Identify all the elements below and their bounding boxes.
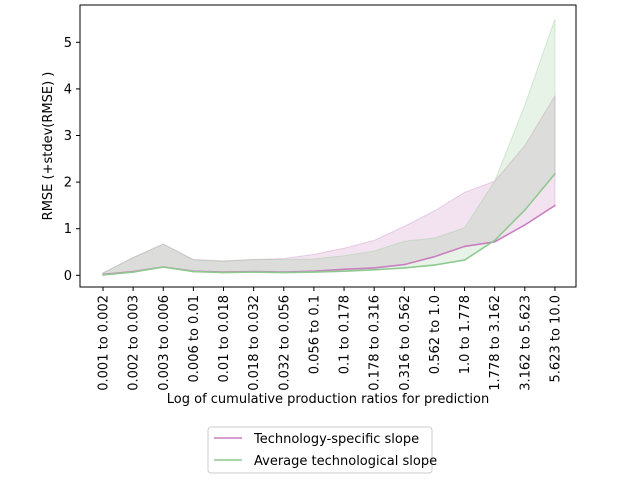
x-tick-label: 3.162 to 5.623	[518, 295, 533, 391]
data-point	[554, 204, 556, 207]
stdev-band-1	[102, 18, 556, 276]
data-point	[313, 271, 315, 273]
x-tick-label: 0.002 to 0.003	[127, 295, 142, 391]
data-point	[373, 269, 376, 271]
x-tick-label: 0.1 to 0.178	[338, 295, 353, 374]
data-point	[524, 224, 526, 226]
data-point	[102, 274, 104, 276]
x-tick-label: 0.006 to 0.01	[187, 295, 202, 382]
plot-area	[79, 4, 577, 288]
data-point	[283, 271, 285, 274]
y-tick-label: 4	[64, 82, 72, 97]
y-tick-label: 3	[64, 129, 72, 144]
x-axis: 0.001 to 0.002 0.002 to 0.003 0.003 to 0.0…	[97, 287, 563, 391]
data-point	[343, 270, 345, 273]
x-axis-label: Log of cumulative production ratios for …	[167, 392, 489, 407]
y-tick-label: 2	[64, 176, 72, 191]
y-axis: 0 1 2 3 4 5	[64, 36, 80, 284]
y-tick-label: 1	[64, 222, 72, 237]
data-point	[222, 271, 225, 274]
x-tick-label: 0.562 to 1.0	[428, 295, 443, 374]
x-tick-label: 0.001 to 0.002	[97, 295, 112, 391]
x-tick-label: 0.056 to 0.1	[307, 295, 322, 374]
data-point	[403, 263, 406, 266]
x-tick-label: 1.778 to 3.162	[488, 295, 503, 391]
x-tick-label: 0.018 to 0.032	[247, 295, 262, 391]
x-tick-label: 5.623 to 10.0	[548, 295, 563, 382]
x-tick-label: 0.178 to 0.316	[368, 295, 383, 391]
legend-box	[207, 426, 433, 474]
y-tick-label: 5	[64, 36, 72, 51]
data-point	[433, 264, 436, 266]
data-point	[433, 255, 436, 258]
data-point	[524, 209, 526, 211]
data-point	[162, 266, 165, 268]
data-point	[463, 259, 466, 261]
x-tick-label: 1.0 to 1.778	[458, 295, 473, 374]
y-axis-label: RMSE (+stdev(RMSE) )	[41, 72, 56, 221]
legend-label-average-technological: Average technological slope	[254, 454, 437, 469]
series-line-1	[102, 173, 556, 276]
x-tick-label: 0.316 to 0.562	[398, 295, 413, 391]
legend: Technology-specific slope Average techno…	[207, 426, 437, 474]
data-point	[192, 270, 195, 273]
data-point	[252, 271, 255, 273]
y-tick-label: 0	[64, 269, 72, 284]
data-point	[403, 267, 406, 269]
data-point	[373, 267, 376, 269]
x-tick-label: 0.003 to 0.006	[157, 295, 172, 391]
data-point	[554, 172, 556, 175]
x-tick-label: 0.032 to 0.056	[277, 295, 292, 391]
legend-label-technology-specific: Technology-specific slope	[253, 432, 419, 447]
data-point	[493, 239, 496, 242]
data-point	[132, 271, 134, 273]
axes-frame	[79, 4, 577, 288]
x-tick-label: 0.01 to 0.018	[217, 295, 232, 382]
data-point	[463, 245, 466, 248]
data-point	[343, 268, 345, 271]
